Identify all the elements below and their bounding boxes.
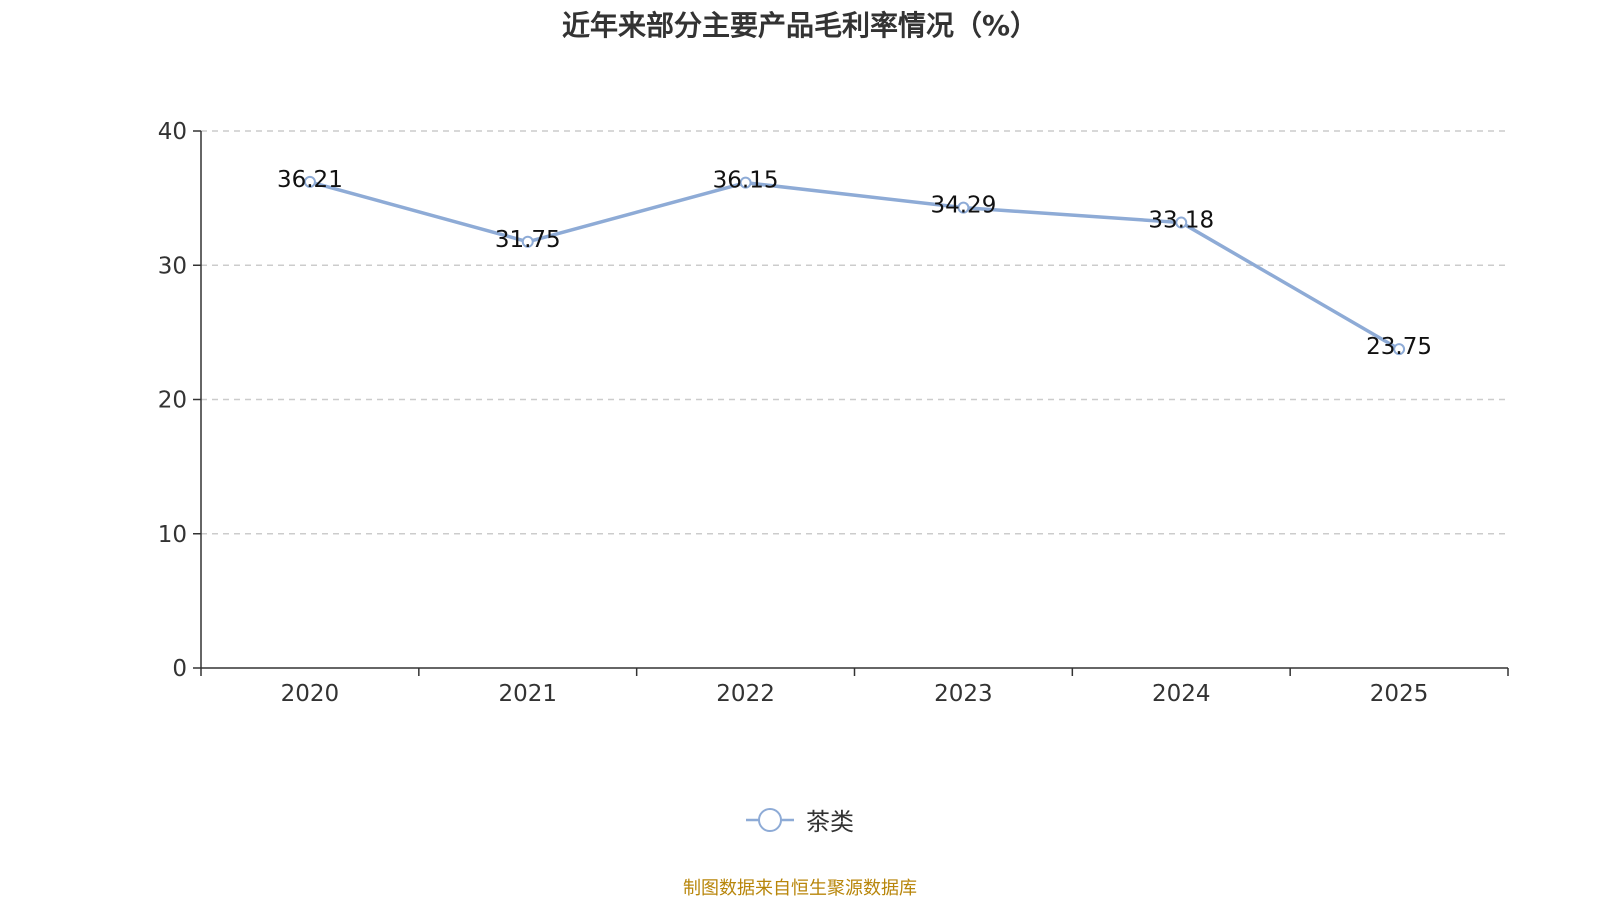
x-tick-label: 2021: [498, 681, 557, 707]
y-tick-label: 10: [158, 522, 187, 548]
legend[interactable]: 茶类: [0, 802, 1600, 837]
y-tick-label: 20: [158, 388, 187, 414]
y-tick-label: 0: [172, 656, 187, 682]
x-tick-label: 2024: [1152, 681, 1211, 707]
data-point: [957, 201, 970, 214]
data-point: [1175, 216, 1188, 229]
data-point: [303, 175, 316, 188]
chart-title: 近年来部分主要产品毛利率情况（%）: [561, 9, 1039, 42]
data-label: 33.18: [1148, 208, 1214, 234]
data-points: [303, 175, 1406, 356]
data-point: [521, 235, 534, 248]
y-tick-labels: 0 10 20 30 40: [158, 119, 187, 682]
x-tick-labels: 2020 2021 2022 2023 2024 2025: [281, 681, 1429, 707]
grid-lines: [201, 130, 1508, 535]
x-tick-label: 2023: [934, 681, 993, 707]
legend-label: 茶类: [806, 808, 854, 836]
y-tick-label: 30: [158, 253, 187, 279]
series-line: [309, 180, 1400, 351]
source-note: 制图数据来自恒生聚源数据库: [683, 878, 917, 899]
data-label: 34.29: [930, 193, 996, 219]
data-point: [739, 176, 752, 189]
data-label: 36.15: [713, 168, 779, 194]
data-labels: 36.21 31.75 36.15 34.29 33.18 23.75: [277, 167, 1432, 360]
x-tick-label: 2025: [1370, 681, 1429, 707]
y-tick-label: 40: [158, 119, 187, 145]
series-lines: [309, 180, 1400, 351]
data-label: 31.75: [495, 227, 561, 253]
data-label: 36.21: [277, 167, 343, 193]
data-point: [1393, 343, 1406, 356]
data-label: 23.75: [1366, 334, 1432, 360]
x-tick-label: 2022: [716, 681, 775, 707]
x-tick-label: 2020: [281, 681, 340, 707]
legend-marker-icon: [746, 807, 794, 832]
axes: [193, 130, 1509, 676]
